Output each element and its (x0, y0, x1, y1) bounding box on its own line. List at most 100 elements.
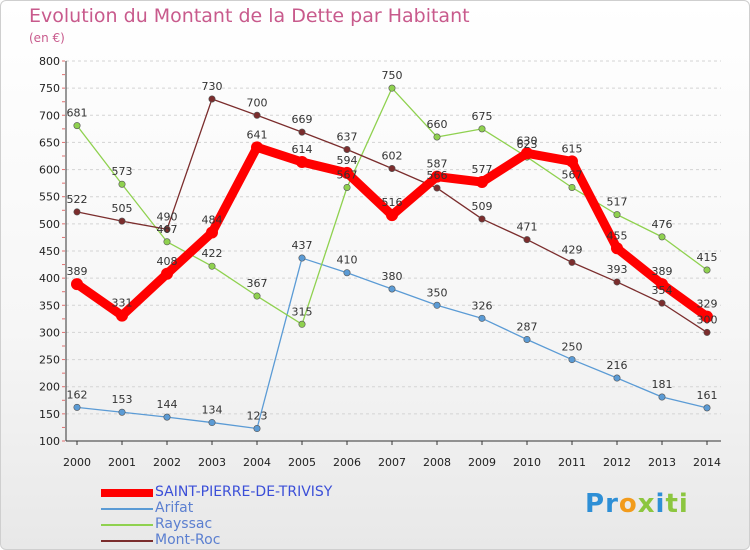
data-point (253, 111, 261, 119)
data-label: 615 (562, 142, 583, 155)
data-label: 162 (67, 388, 88, 401)
data-label: 669 (292, 113, 313, 126)
logo-letter: i (655, 489, 666, 519)
data-label: 429 (562, 243, 583, 256)
data-point (71, 278, 83, 291)
x-tick-label: 2009 (468, 456, 496, 469)
legend-swatch (101, 524, 153, 526)
data-point (703, 328, 711, 336)
legend-swatch (101, 540, 153, 542)
data-label: 354 (652, 284, 673, 297)
data-label: 389 (652, 265, 673, 278)
data-label: 153 (112, 393, 133, 406)
data-point (73, 122, 81, 130)
data-point (253, 292, 261, 300)
data-label: 641 (247, 128, 268, 141)
y-tick-label: 250 (39, 354, 60, 367)
data-label: 566 (427, 169, 448, 182)
data-label: 681 (67, 107, 88, 120)
data-label: 134 (202, 404, 223, 417)
data-label: 637 (337, 130, 358, 143)
data-point (118, 180, 126, 188)
axis-layer: 100 150 200 250 300 350 400 450 500 550 600 650 700 7… (39, 55, 721, 469)
x-tick-label: 2010 (513, 456, 541, 469)
logo-letter: t (665, 489, 679, 519)
logo-letter: P (585, 489, 606, 519)
data-label: 675 (472, 110, 493, 123)
logo-letter: o (618, 489, 638, 519)
data-point (566, 155, 578, 168)
data-point (703, 266, 711, 274)
data-point (658, 233, 666, 241)
data-point (343, 183, 351, 191)
x-tick-label: 2011 (558, 456, 586, 469)
data-label: 181 (652, 378, 673, 391)
legend-label: Arifat (155, 500, 194, 516)
legend-swatch (101, 508, 153, 510)
chart-unit: (en €) (29, 31, 65, 45)
data-point (658, 299, 666, 307)
chart-title: Evolution du Montant de la Dette par Hab… (29, 5, 470, 27)
data-point (208, 262, 216, 270)
data-label: 573 (112, 165, 133, 178)
y-tick-label: 700 (39, 109, 60, 122)
data-label: 577 (472, 163, 493, 176)
data-label: 623 (517, 138, 538, 151)
data-point (296, 155, 308, 168)
data-point (478, 215, 486, 223)
data-label: 380 (382, 270, 403, 283)
data-point (568, 356, 576, 364)
data-point (613, 278, 621, 286)
data-point (388, 285, 396, 293)
data-point (523, 335, 531, 343)
data-label: 250 (562, 341, 583, 354)
x-tick-label: 2003 (198, 456, 226, 469)
data-label: 484 (202, 214, 223, 227)
logo-letter: r (605, 489, 619, 519)
series-saint-pierre-de-trivisy (71, 141, 713, 323)
data-point (568, 258, 576, 266)
data-point (478, 125, 486, 133)
data-point (523, 236, 531, 244)
data-label: 393 (607, 263, 628, 276)
data-point (658, 393, 666, 401)
data-point (208, 419, 216, 427)
y-tick-label: 600 (39, 164, 60, 177)
data-label: 350 (427, 286, 448, 299)
data-label: 471 (517, 221, 538, 234)
data-point (116, 309, 128, 322)
legend-swatch (101, 489, 153, 497)
data-point (343, 269, 351, 277)
data-label: 367 (247, 277, 268, 290)
series-arifat (73, 254, 711, 433)
data-label: 476 (652, 218, 673, 231)
x-tick-label: 2000 (63, 456, 91, 469)
data-point (73, 403, 81, 411)
x-tick-label: 2012 (603, 456, 631, 469)
logo-letter: x (637, 489, 656, 519)
data-point (388, 84, 396, 92)
series-mont-roc (73, 95, 711, 336)
data-label: 408 (157, 255, 178, 268)
data-label-layer: 162 153 144 134 123 437 410 380 350 326 287 250 216 1… (67, 69, 718, 422)
x-tick-label: 2013 (648, 456, 676, 469)
data-point (118, 408, 126, 416)
data-point (73, 208, 81, 216)
data-point (163, 225, 171, 233)
data-label: 602 (382, 149, 403, 162)
y-tick-label: 500 (39, 218, 60, 231)
data-point (208, 95, 216, 103)
data-label: 422 (202, 247, 223, 260)
data-label: 594 (337, 154, 358, 167)
y-tick-label: 200 (39, 381, 60, 394)
data-label: 567 (562, 168, 583, 181)
x-tick-label: 2006 (333, 456, 361, 469)
data-point (568, 183, 576, 191)
y-tick-label: 800 (39, 55, 60, 68)
legend-label: SAINT-PIERRE-DE-TRIVISY (155, 484, 333, 500)
data-label: 300 (697, 313, 718, 326)
data-point (478, 314, 486, 322)
data-point (703, 404, 711, 412)
